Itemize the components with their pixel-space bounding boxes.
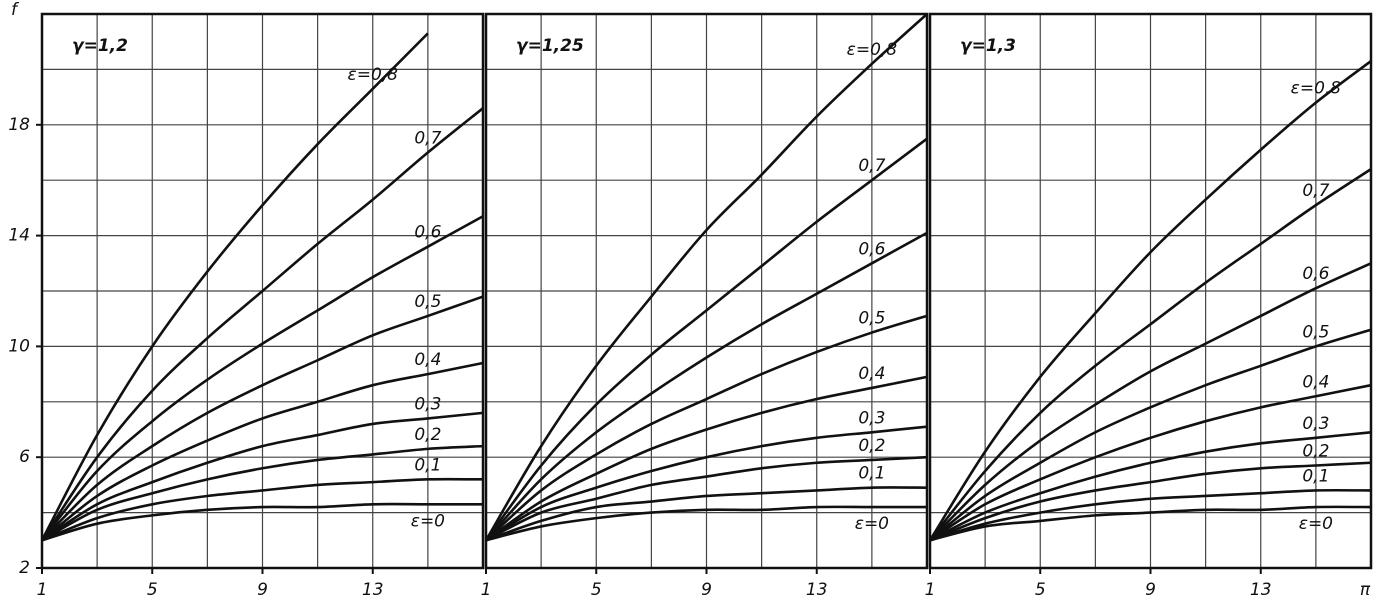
curve-label: 0,2 — [1302, 442, 1329, 462]
curve-label: 0,4 — [414, 350, 441, 370]
y-tick-label: 2 — [19, 558, 30, 578]
curve-label: 0,2 — [414, 425, 441, 445]
curve-label: ε=0 — [855, 514, 889, 534]
curve-label: 0,1 — [1302, 466, 1329, 486]
curve — [484, 137, 928, 542]
x-tick-label: 9 — [257, 580, 268, 600]
curve — [929, 262, 1372, 542]
curve — [41, 477, 484, 542]
curve-label: 0,7 — [414, 129, 441, 149]
y-tick-label: 18 — [8, 115, 30, 135]
curve-label: 0,5 — [858, 309, 885, 329]
curve-label: 0,6 — [858, 239, 885, 259]
x-tick-label: 1 — [481, 580, 492, 600]
curve — [929, 328, 1372, 542]
curve-label: 0,4 — [1302, 372, 1329, 392]
curve-label: 0,7 — [1302, 181, 1329, 201]
curve — [485, 231, 928, 542]
curve-label: 0,6 — [414, 223, 441, 243]
curve — [41, 295, 484, 542]
x-tick-label: 13 — [806, 580, 828, 600]
curve-label: 0,4 — [858, 364, 885, 384]
panel-title: γ=1,3 — [960, 36, 1016, 56]
curve — [485, 486, 928, 542]
x-tick-label: 9 — [1145, 580, 1156, 600]
y-tick-label: 10 — [8, 336, 30, 356]
curve-label: 0,5 — [1302, 322, 1329, 342]
x-tick-label: 9 — [701, 580, 712, 600]
curve — [40, 32, 429, 541]
panel-title: γ=1,2 — [72, 36, 128, 56]
curve — [485, 314, 928, 542]
curve — [929, 383, 1372, 542]
x-tick-label: 13 — [362, 580, 384, 600]
curve-label: 0,3 — [414, 394, 441, 414]
x-tick-label: 5 — [1035, 580, 1046, 600]
curve — [485, 425, 928, 542]
curve — [41, 361, 484, 542]
curve — [928, 168, 1372, 542]
curve — [929, 461, 1372, 542]
curve — [929, 430, 1372, 542]
curve — [41, 502, 483, 542]
curve-label: 0,2 — [858, 436, 885, 456]
x-tick-label: 1 — [925, 580, 936, 600]
x-axis-label: π — [1360, 580, 1371, 600]
curve — [41, 411, 484, 542]
curve — [40, 215, 484, 542]
curve — [929, 505, 1372, 542]
curve — [485, 375, 928, 542]
curve — [484, 13, 928, 541]
y-tick-label: 6 — [19, 447, 30, 467]
curve-label: ε=0,8 — [847, 40, 898, 60]
panel-title: γ=1,25 — [516, 36, 584, 56]
curve — [40, 107, 484, 542]
curve-label: ε=0,8 — [1291, 79, 1342, 99]
x-tick-label: 13 — [1250, 580, 1272, 600]
curve-label: 0,6 — [1302, 264, 1329, 284]
curve-label: 0,7 — [858, 156, 885, 176]
curve-label: 0,3 — [1302, 414, 1329, 434]
y-tick-label: 14 — [8, 226, 30, 246]
curve-label: ε=0 — [1299, 514, 1333, 534]
curve-label: ε=0,8 — [348, 65, 399, 85]
curve-label: 0,5 — [414, 292, 441, 312]
curve — [928, 60, 1372, 541]
curve — [929, 488, 1372, 542]
curve-label: 0,1 — [858, 464, 885, 484]
curve — [41, 444, 484, 542]
x-tick-label: 5 — [147, 580, 158, 600]
x-tick-label: 5 — [591, 580, 602, 600]
curve-label: ε=0 — [411, 511, 445, 531]
curve-label: 0,1 — [414, 455, 441, 475]
curve-label: 0,3 — [858, 408, 885, 428]
x-tick-label: 1 — [37, 580, 48, 600]
curve — [485, 455, 928, 542]
curve — [485, 505, 927, 542]
y-axis-label: f — [11, 0, 20, 20]
